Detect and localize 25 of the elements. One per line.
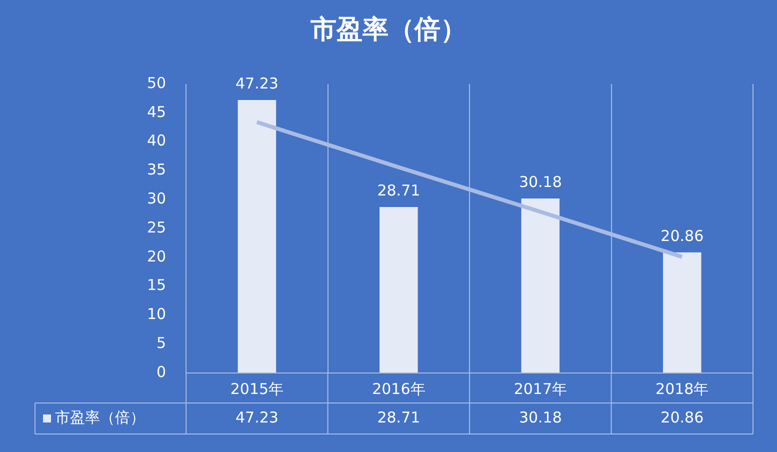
chart-title: 市盈率（倍） [310,14,468,47]
x-tick-label: 2017年 [514,380,567,398]
data-label: 30.18 [518,408,562,426]
data-label: 20.86 [660,408,704,426]
y-tick-label: 5 [156,334,166,352]
y-tick-label: 10 [146,305,166,324]
text: 47.23 [235,74,278,92]
x-tick-label: 2015年 [230,380,284,398]
y-tick-label: 0 [156,362,166,381]
y-tick-label: 30 [146,189,166,208]
x-tick-label: 2016年 [372,380,426,398]
text: 20.86 [660,226,704,245]
legend-label: 市盈率（倍） [55,408,145,426]
x-tick-label: 2018年 [656,380,709,398]
y-tick-label: 15 [146,276,166,294]
y-tick-label: 45 [146,102,166,121]
data-label: 28.71 [377,408,420,426]
y-tick-label: 25 [146,218,166,236]
y-tick-label: 50 [146,74,166,92]
y-tick-label: 40 [146,132,166,150]
text: 30.18 [518,172,562,191]
text: 28.71 [377,181,420,200]
y-tick-label: 35 [146,160,166,179]
y-tick-label: 20 [146,247,166,266]
data-label: 47.23 [235,408,278,426]
